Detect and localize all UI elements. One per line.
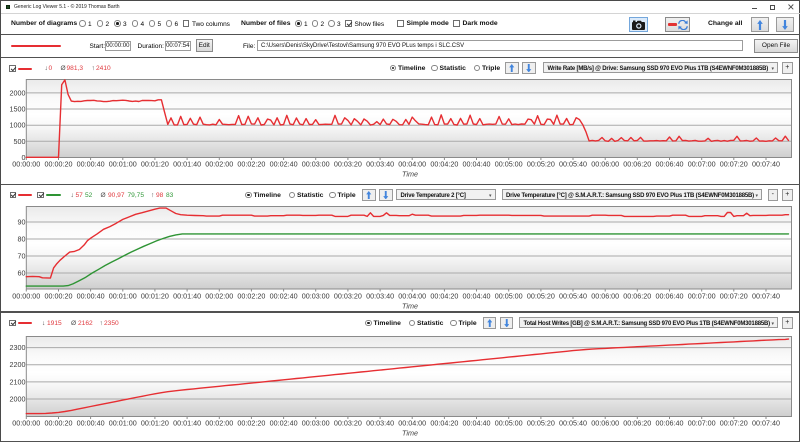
svg-text:00:00:40: 00:00:40: [77, 160, 105, 169]
svg-text:00:07:40: 00:07:40: [752, 419, 780, 428]
svg-text:00:04:20: 00:04:20: [430, 419, 458, 428]
svg-text:70: 70: [18, 251, 26, 260]
svg-text:00:06:20: 00:06:20: [623, 160, 651, 169]
svg-text:00:01:20: 00:01:20: [141, 292, 169, 301]
svg-text:00:03:40: 00:03:40: [366, 160, 394, 169]
svg-text:00:05:00: 00:05:00: [495, 160, 523, 169]
svg-text:0: 0: [22, 153, 26, 162]
svg-text:00:02:20: 00:02:20: [237, 160, 265, 169]
svg-text:00:03:20: 00:03:20: [334, 160, 362, 169]
svg-text:00:04:00: 00:04:00: [398, 292, 426, 301]
svg-text:00:06:40: 00:06:40: [656, 292, 684, 301]
svg-text:00:07:20: 00:07:20: [720, 419, 748, 428]
svg-text:00:05:40: 00:05:40: [559, 292, 587, 301]
svg-text:00:02:20: 00:02:20: [237, 419, 265, 428]
svg-text:00:04:00: 00:04:00: [398, 160, 426, 169]
svg-text:00:01:40: 00:01:40: [173, 419, 201, 428]
svg-text:00:07:20: 00:07:20: [720, 160, 748, 169]
svg-text:00:06:40: 00:06:40: [656, 419, 684, 428]
svg-text:00:03:00: 00:03:00: [302, 292, 330, 301]
svg-text:00:03:00: 00:03:00: [302, 160, 330, 169]
svg-text:00:07:40: 00:07:40: [752, 160, 780, 169]
svg-text:00:06:00: 00:06:00: [591, 160, 619, 169]
svg-text:2000: 2000: [10, 394, 26, 403]
svg-text:00:07:00: 00:07:00: [688, 292, 716, 301]
svg-text:00:02:00: 00:02:00: [205, 292, 233, 301]
svg-text:1500: 1500: [10, 105, 26, 114]
svg-text:00:00:20: 00:00:20: [45, 419, 73, 428]
svg-text:00:02:40: 00:02:40: [270, 292, 298, 301]
svg-text:00:01:20: 00:01:20: [141, 160, 169, 169]
svg-text:Time: Time: [402, 429, 418, 438]
svg-text:00:05:00: 00:05:00: [495, 419, 523, 428]
svg-text:00:05:20: 00:05:20: [527, 160, 555, 169]
svg-text:00:00:40: 00:00:40: [77, 419, 105, 428]
svg-text:00:04:20: 00:04:20: [430, 160, 458, 169]
svg-text:1000: 1000: [10, 121, 26, 130]
svg-text:00:01:40: 00:01:40: [173, 292, 201, 301]
svg-text:00:05:40: 00:05:40: [559, 419, 587, 428]
svg-text:00:07:00: 00:07:00: [688, 160, 716, 169]
svg-text:00:06:20: 00:06:20: [623, 419, 651, 428]
svg-text:00:03:00: 00:03:00: [302, 419, 330, 428]
svg-text:00:04:40: 00:04:40: [463, 160, 491, 169]
svg-text:500: 500: [14, 137, 26, 146]
svg-text:Time: Time: [402, 170, 418, 179]
svg-text:Time: Time: [402, 302, 418, 311]
svg-text:00:05:20: 00:05:20: [527, 292, 555, 301]
svg-text:00:02:40: 00:02:40: [270, 160, 298, 169]
svg-text:80: 80: [18, 234, 26, 243]
svg-text:00:07:00: 00:07:00: [688, 419, 716, 428]
svg-text:2200: 2200: [10, 360, 26, 369]
svg-text:60: 60: [18, 268, 26, 277]
svg-text:00:05:20: 00:05:20: [527, 419, 555, 428]
svg-text:2300: 2300: [10, 343, 26, 352]
svg-text:00:00:00: 00:00:00: [12, 419, 40, 428]
svg-text:00:01:20: 00:01:20: [141, 419, 169, 428]
svg-text:00:04:40: 00:04:40: [463, 419, 491, 428]
svg-text:00:04:00: 00:04:00: [398, 419, 426, 428]
svg-text:00:02:20: 00:02:20: [237, 292, 265, 301]
svg-text:00:04:40: 00:04:40: [463, 292, 491, 301]
svg-text:2000: 2000: [10, 88, 26, 97]
svg-text:00:01:00: 00:01:00: [109, 419, 137, 428]
svg-text:00:00:00: 00:00:00: [12, 160, 40, 169]
svg-text:00:03:20: 00:03:20: [334, 419, 362, 428]
svg-text:00:07:20: 00:07:20: [720, 292, 748, 301]
svg-text:00:06:20: 00:06:20: [623, 292, 651, 301]
svg-text:00:00:40: 00:00:40: [77, 292, 105, 301]
svg-text:90: 90: [18, 217, 26, 226]
svg-text:00:02:40: 00:02:40: [270, 419, 298, 428]
svg-text:00:00:00: 00:00:00: [12, 292, 40, 301]
svg-text:00:05:40: 00:05:40: [559, 160, 587, 169]
svg-text:00:06:40: 00:06:40: [656, 160, 684, 169]
svg-text:00:07:40: 00:07:40: [752, 292, 780, 301]
svg-text:00:00:20: 00:00:20: [45, 160, 73, 169]
svg-text:00:02:00: 00:02:00: [205, 160, 233, 169]
svg-text:00:01:40: 00:01:40: [173, 160, 201, 169]
svg-text:00:03:40: 00:03:40: [366, 292, 394, 301]
svg-text:00:06:00: 00:06:00: [591, 292, 619, 301]
svg-text:00:00:20: 00:00:20: [45, 292, 73, 301]
svg-text:00:03:20: 00:03:20: [334, 292, 362, 301]
svg-text:00:05:00: 00:05:00: [495, 292, 523, 301]
svg-text:00:06:00: 00:06:00: [591, 419, 619, 428]
svg-text:00:02:00: 00:02:00: [205, 419, 233, 428]
svg-text:00:03:40: 00:03:40: [366, 419, 394, 428]
svg-text:00:04:20: 00:04:20: [430, 292, 458, 301]
svg-text:00:01:00: 00:01:00: [109, 160, 137, 169]
svg-text:2100: 2100: [10, 377, 26, 386]
svg-text:00:01:00: 00:01:00: [109, 292, 137, 301]
